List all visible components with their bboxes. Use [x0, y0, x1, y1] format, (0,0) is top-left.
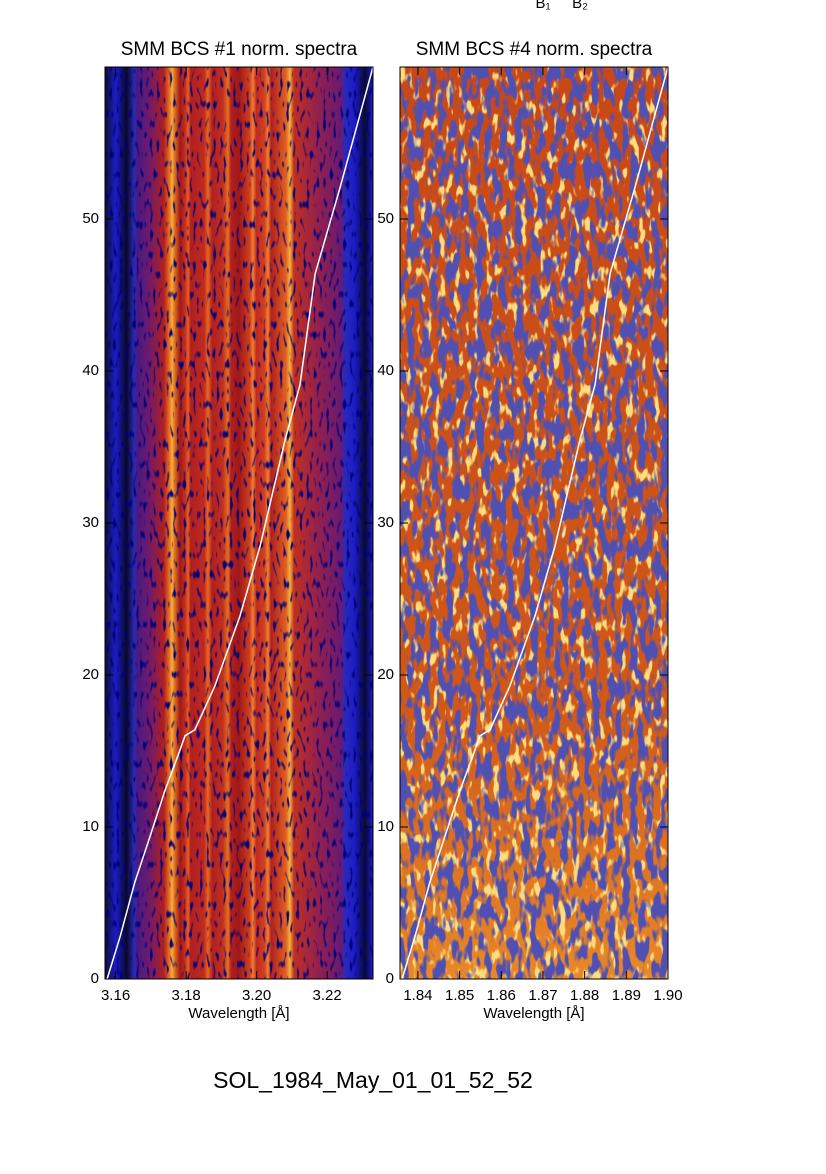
y-tick-label: 20	[377, 666, 394, 683]
y-tick-label: 50	[377, 210, 394, 227]
y-tick-label: 50	[82, 210, 99, 227]
x-tick-label: 3.16	[101, 987, 130, 1004]
y-tick-label: 0	[386, 970, 394, 987]
heatmap-1	[105, 67, 373, 979]
x-tick-label: 1.86	[487, 987, 516, 1004]
y-tick-label: 10	[82, 818, 99, 835]
x-tick-label: 1.89	[612, 987, 641, 1004]
y-tick-label: 30	[82, 514, 99, 531]
y-tick-label: 40	[377, 362, 394, 379]
x-tick-label: 1.85	[445, 987, 474, 1004]
annotation: B₁	[535, 0, 550, 12]
x-tick-label: 1.88	[570, 987, 599, 1004]
x-tick-label: 3.20	[242, 987, 271, 1004]
x-tick-label: 1.90	[653, 987, 682, 1004]
x-tick-label: 3.18	[172, 987, 201, 1004]
y-tick-label: 30	[377, 514, 394, 531]
x-tick-label: 1.84	[403, 987, 432, 1004]
heatmap-2	[400, 67, 668, 979]
data-line	[401, 66, 669, 980]
y-tick-label: 0	[91, 970, 99, 987]
x-axis-label: Wavelength [Å]	[188, 1005, 289, 1022]
footer: SOL_1984_May_01_01_52_52	[213, 1067, 533, 1093]
x-axis-label: Wavelength [Å]	[483, 1005, 584, 1022]
chart-title: SMM BCS #1 norm. spectra	[121, 39, 358, 60]
y-tick-label: 20	[82, 666, 99, 683]
x-tick-label: 3.22	[313, 987, 342, 1004]
annotation: B₂	[572, 0, 588, 12]
chart-title: SMM BCS #4 norm. spectra	[416, 39, 653, 60]
x-tick-label: 1.87	[528, 987, 557, 1004]
y-tick-label: 10	[377, 818, 394, 835]
y-tick-label: 40	[82, 362, 99, 379]
data-line	[106, 66, 374, 980]
